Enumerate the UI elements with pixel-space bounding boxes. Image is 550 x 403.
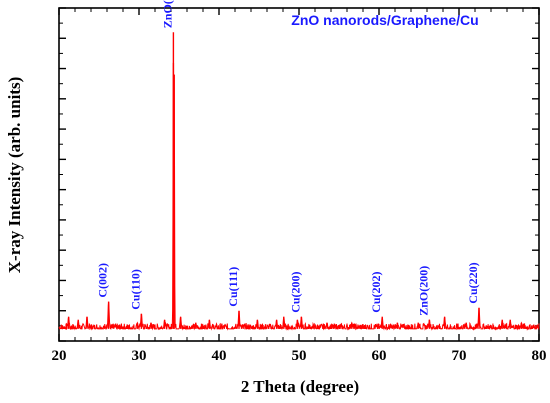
series-layer (58, 32, 540, 331)
peak-label: C(002) (96, 263, 110, 298)
peak-label: Cu(220) (466, 262, 480, 303)
peak-label: Cu(202) (369, 271, 383, 312)
x-tick-label: 60 (372, 348, 387, 364)
peak-label: Cu(111) (226, 267, 240, 307)
x-tick-label: 50 (292, 348, 307, 364)
peak-label: Cu(110) (128, 269, 142, 310)
y-axis-title: X-ray Intensity (arb. units) (5, 77, 24, 273)
x-tick-label: 20 (52, 348, 67, 364)
annotation-layer: C(002) Cu(110) ZnO(002) Cu(111) Cu(200) Cu(20… (96, 0, 480, 316)
x-tick-label: 80 (532, 348, 547, 364)
x-axis-title: 2 Theta (degree) (241, 377, 359, 396)
peak-label: Cu(200) (288, 271, 302, 312)
chart-title: ZnO nanorods/Graphene/Cu (291, 12, 478, 28)
xrd-series-line (58, 62, 540, 331)
x-tick-label: 40 (212, 348, 227, 364)
peak-label: ZnO(200) (416, 266, 430, 316)
peak-label: ZnO(002) (160, 0, 174, 28)
x-tick-label: 30 (132, 348, 147, 364)
axis-ticks: 20 30 40 50 60 70 80 (52, 7, 547, 364)
x-tick-label: 70 (452, 348, 467, 364)
